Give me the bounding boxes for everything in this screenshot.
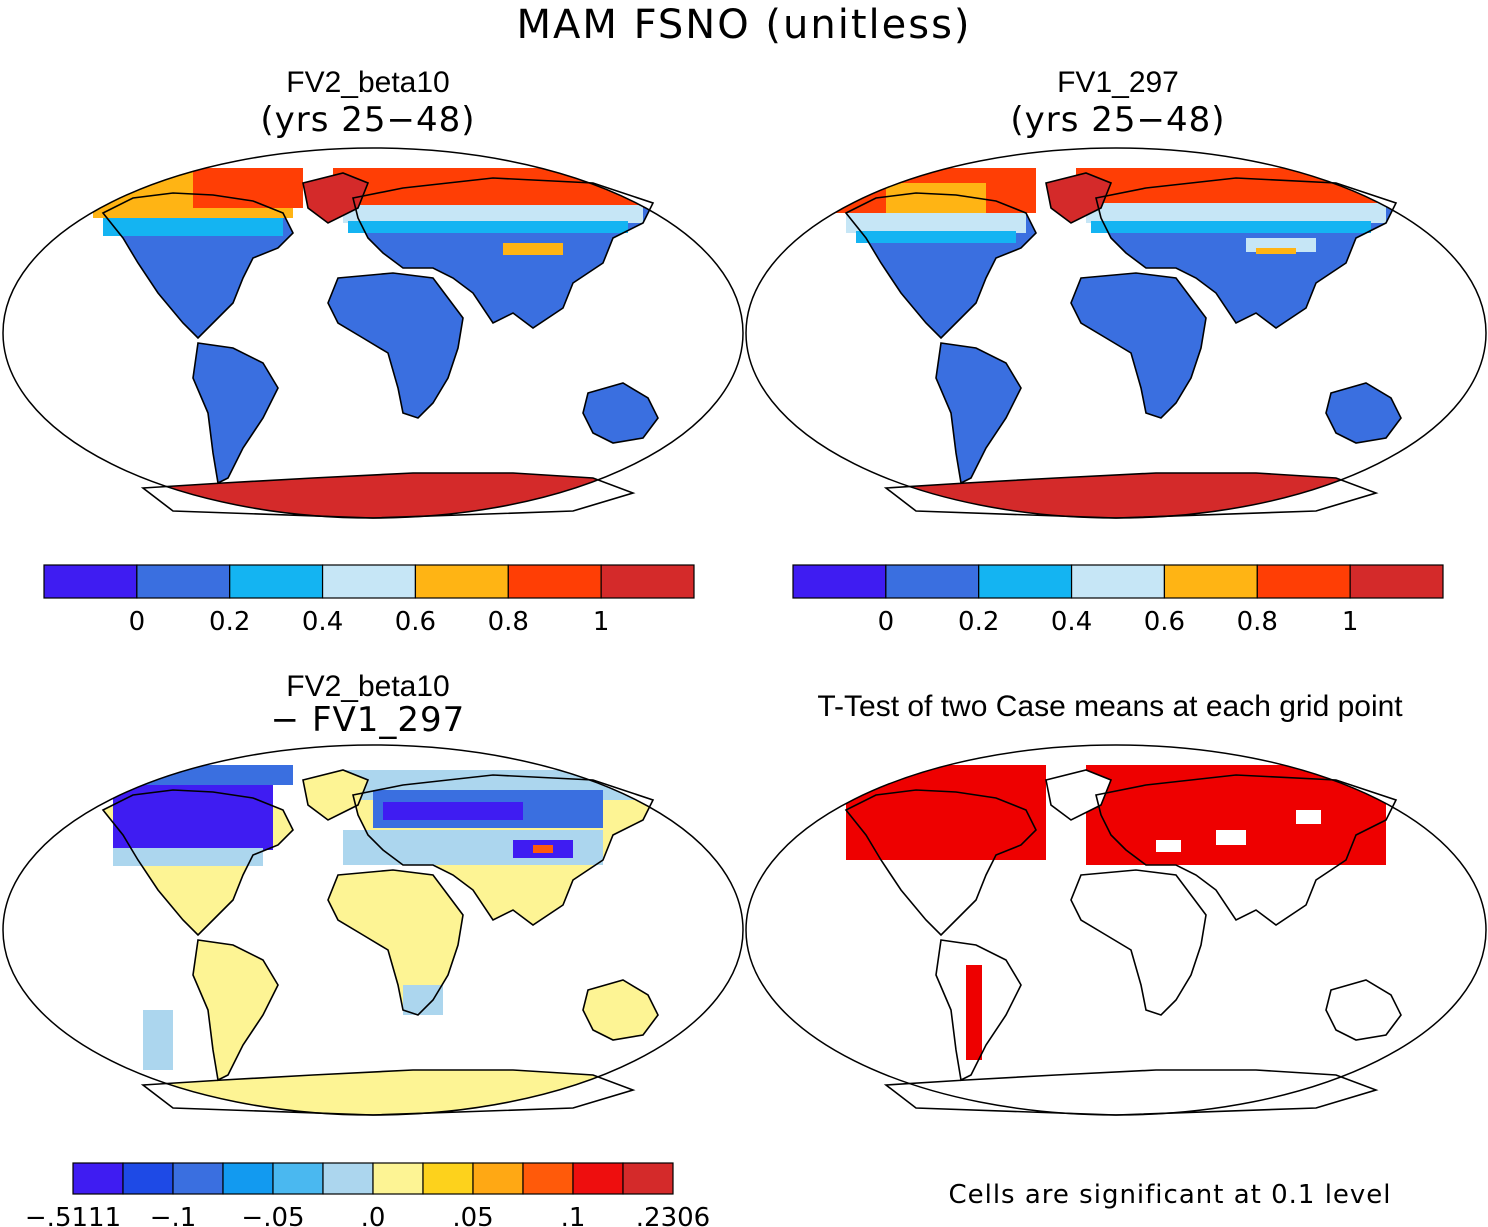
colorbar-top-right-swatch-3: [1070, 564, 1166, 599]
colorbar-top-left-label-3: 0.6: [395, 607, 436, 637]
colorbar-bottom-left-swatch-1: [122, 1162, 174, 1195]
colorbar-top-left-swatch-4: [414, 564, 509, 599]
colorbar-top-right-swatch-4: [1163, 564, 1258, 599]
colorbar-top-right-swatch-6: [1349, 564, 1444, 599]
colorbar-top-left-swatch-5: [507, 564, 602, 599]
colorbar-top-left-label-2: 0.4: [302, 607, 343, 637]
colorbar-top-left: 0 0.2 0.4 0.6 0.8 1: [43, 564, 695, 637]
colorbar-top-left-label-5: 1: [593, 607, 610, 637]
map-panel-top-left: [2, 147, 744, 519]
panel-title-bottom-left: FV2_beta10: [286, 670, 450, 703]
colorbar-top-left-swatch-2: [229, 564, 324, 599]
colorbar-top-right-label-0: 0: [878, 607, 895, 637]
colorbar-top-right: 0 0.2 0.4 0.6 0.8 1: [792, 564, 1444, 637]
panel-subtitle-bottom-left: − FV1_297: [270, 700, 466, 740]
colorbar-top-right-swatch-5: [1256, 564, 1351, 599]
map-panel-bottom-left: [2, 744, 744, 1116]
colorbar-top-left-swatch-1: [136, 564, 231, 599]
panel-subtitle-top-left: (yrs 25−48): [260, 100, 476, 140]
colorbar-top-left-label-4: 0.8: [488, 607, 529, 637]
colorbar-top-right-label-4: 0.8: [1237, 607, 1278, 637]
colorbar-top-right-label-5: 1: [1342, 607, 1359, 637]
colorbar-bottom-left-swatch-11: [622, 1162, 674, 1195]
main-title: MAM FSNO (unitless): [516, 2, 972, 48]
colorbar-top-right-label-3: 0.6: [1144, 607, 1185, 637]
colorbar-top-right-label-1: 0.2: [958, 607, 999, 637]
panel-title-bottom-right: T-Test of two Case means at each grid po…: [817, 690, 1403, 723]
colorbar-top-left-swatch-0: [43, 564, 138, 599]
colorbar-bottom-left-swatch-0: [72, 1162, 124, 1195]
colorbar-top-left-swatch-3: [321, 564, 417, 599]
colorbar-bottom-left-label-4: .05: [452, 1203, 493, 1227]
colorbar-bottom-left-swatch-6: [372, 1162, 424, 1195]
colorbar-top-left-swatch-6: [600, 564, 695, 599]
colorbar-bottom-left-label-5: .1: [561, 1203, 586, 1227]
colorbar-top-right-swatch-1: [885, 564, 980, 599]
significance-note: Cells are significant at 0.1 level: [948, 1180, 1392, 1210]
panel-title-top-right: FV1_297: [1057, 66, 1179, 99]
colorbar-bottom-left-label-1: −.1: [150, 1203, 197, 1227]
colorbar-bottom-left-label-0: −.5111: [25, 1203, 121, 1227]
panel-subtitle-top-right: (yrs 25−48): [1010, 100, 1226, 140]
colorbar-bottom-left-swatch-8: [472, 1162, 524, 1195]
colorbar-bottom-left-swatch-3: [222, 1162, 274, 1195]
colorbar-bottom-left-swatch-10: [572, 1162, 624, 1195]
colorbar-bottom-left-label-2: −.05: [241, 1203, 304, 1227]
colorbar-top-right-swatch-0: [792, 564, 887, 599]
colorbar-bottom-left-swatch-7: [422, 1162, 474, 1195]
map-panel-top-right: [745, 147, 1487, 519]
colorbar-bottom-left: −.5111 −.1 −.05 .0 .05 .1 .2306: [25, 1162, 710, 1227]
colorbar-top-left-label-1: 0.2: [209, 607, 250, 637]
colorbar-bottom-left-label-3: .0: [361, 1203, 386, 1227]
colorbar-top-left-label-0: 0: [129, 607, 146, 637]
colorbar-bottom-left-swatch-4: [272, 1162, 324, 1195]
colorbar-bottom-left-swatch-9: [522, 1162, 574, 1195]
colorbar-bottom-left-label-6: .2306: [636, 1203, 710, 1227]
colorbar-bottom-left-swatch-2: [172, 1162, 224, 1195]
colorbar-top-right-label-2: 0.4: [1051, 607, 1092, 637]
colorbar-bottom-left-swatch-5: [322, 1162, 374, 1195]
map-panel-bottom-right: [745, 744, 1487, 1116]
colorbar-top-right-swatch-2: [978, 564, 1073, 599]
panel-title-top-left: FV2_beta10: [286, 66, 450, 99]
